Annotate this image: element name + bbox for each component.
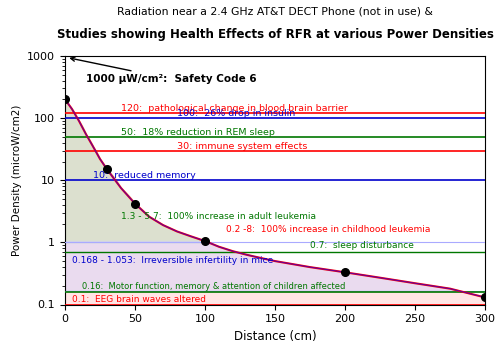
Text: 100:  26% drop in insulin: 100: 26% drop in insulin bbox=[177, 109, 295, 118]
Text: 1000 μW/cm²:  Safety Code 6: 1000 μW/cm²: Safety Code 6 bbox=[70, 57, 256, 84]
Text: 0.16:  Motor function, memory & attention of children affected: 0.16: Motor function, memory & attention… bbox=[82, 282, 345, 291]
Text: Studies showing Health Effects of RFR at various Power Densities: Studies showing Health Effects of RFR at… bbox=[56, 28, 494, 41]
Text: 0.7:  sleep disturbance: 0.7: sleep disturbance bbox=[310, 241, 414, 250]
Text: Radiation near a 2.4 GHz AT&T DECT Phone (not in use) &: Radiation near a 2.4 GHz AT&T DECT Phone… bbox=[117, 7, 433, 17]
Text: 50:  18% reduction in REM sleep: 50: 18% reduction in REM sleep bbox=[121, 128, 275, 137]
Text: 0.2 -8:  100% increase in childhood leukemia: 0.2 -8: 100% increase in childhood leuke… bbox=[226, 225, 430, 234]
Text: 120:  pathological change in blood brain barrier: 120: pathological change in blood brain … bbox=[121, 104, 348, 113]
Text: 0.1:  EEG brain waves altered: 0.1: EEG brain waves altered bbox=[72, 295, 206, 304]
X-axis label: Distance (cm): Distance (cm) bbox=[234, 330, 316, 343]
Text: 30: immune system effects: 30: immune system effects bbox=[177, 142, 308, 150]
Text: 1.3 - 5.7:  100% increase in adult leukemia: 1.3 - 5.7: 100% increase in adult leukem… bbox=[121, 212, 316, 221]
Text: 10:  reduced memory: 10: reduced memory bbox=[93, 171, 196, 180]
Text: 0.168 - 1.053:  Irreversible infertility in mice: 0.168 - 1.053: Irreversible infertility … bbox=[72, 256, 273, 265]
Y-axis label: Power Density (microW/cm2): Power Density (microW/cm2) bbox=[12, 105, 22, 256]
